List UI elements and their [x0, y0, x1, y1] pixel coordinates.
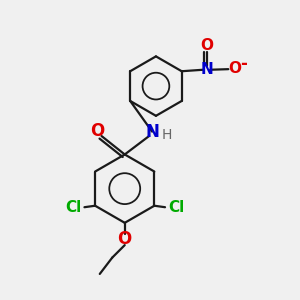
Text: H: H [162, 128, 172, 142]
Text: -: - [240, 55, 247, 73]
Text: N: N [200, 62, 213, 77]
Text: Cl: Cl [168, 200, 184, 215]
Text: O: O [90, 122, 104, 140]
Text: O: O [228, 61, 241, 76]
Text: Cl: Cl [65, 200, 82, 215]
Text: O: O [200, 38, 213, 53]
Text: N: N [145, 123, 159, 141]
Text: O: O [118, 230, 132, 248]
